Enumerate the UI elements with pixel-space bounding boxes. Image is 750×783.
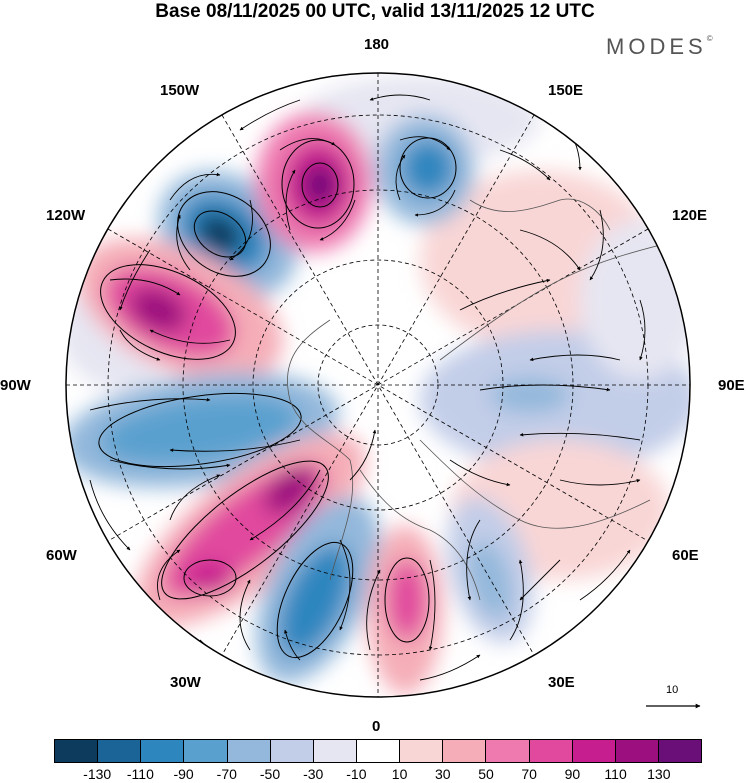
- colorbar-swatch: [658, 740, 702, 762]
- anomaly-field: [66, 73, 690, 697]
- graticule: [66, 73, 690, 697]
- label-90e: 90E: [718, 377, 745, 394]
- contour-lines: [98, 137, 457, 659]
- label-150e: 150E: [548, 82, 584, 99]
- colorbar-swatch: [486, 740, 530, 762]
- colorbar-tick-label: 30: [435, 766, 451, 782]
- colorbar-tick-label: -10: [346, 766, 367, 782]
- colorbar-swatch: [141, 740, 185, 762]
- colorbar-tick-label: 110: [604, 766, 627, 782]
- colorbar-tick-label: -70: [216, 766, 237, 782]
- label-30e: 30E: [548, 674, 575, 691]
- colorbar-swatch: [572, 740, 616, 762]
- colorbar-tick-label: 130: [647, 766, 671, 782]
- colorbar-swatch: [356, 740, 401, 762]
- colorbar: [54, 739, 702, 763]
- label-180: 180: [364, 36, 390, 53]
- label-150w: 150W: [160, 82, 200, 99]
- colorbar-tick-label: 90: [564, 766, 581, 782]
- colorbar-swatch: [270, 740, 314, 762]
- colorbar-tick-label: -30: [303, 766, 324, 782]
- colorbar-swatch: [313, 740, 357, 762]
- colorbar-swatch: [529, 740, 573, 762]
- colorbar-swatch: [443, 740, 487, 762]
- colorbar-tick-label: -130: [83, 766, 112, 782]
- colorbar-tick-label: -110: [126, 766, 154, 782]
- label-120w: 120W: [46, 207, 86, 224]
- colorbar-swatch: [55, 740, 99, 762]
- map-border: [65, 72, 691, 698]
- wind-vectors: [89, 94, 646, 681]
- colorbar-tick-label: -50: [259, 766, 281, 782]
- colorbar-tick-label: 70: [521, 766, 537, 782]
- copyright-mark: ©: [706, 34, 713, 43]
- brand-text: MODES: [606, 34, 707, 59]
- colorbar-swatch: [227, 740, 271, 762]
- colorbar-tick-label: 50: [478, 766, 494, 782]
- colorbar-swatch: [98, 740, 142, 762]
- coastlines: [287, 198, 681, 601]
- colorbar-tick-label: 10: [391, 766, 408, 782]
- label-90w: 90W: [0, 377, 31, 394]
- label-30w: 30W: [170, 674, 201, 691]
- colorbar-swatch: [184, 740, 228, 762]
- map-title: Base 08/11/2025 00 UTC, valid 13/11/2025…: [155, 1, 595, 22]
- modes-logo: MODES©: [606, 34, 713, 60]
- colorbar-tick-label: -90: [173, 766, 194, 782]
- reference-vector-label: 10: [666, 684, 679, 696]
- label-0: 0: [372, 718, 381, 735]
- label-60e: 60E: [672, 547, 699, 564]
- colorbar-swatch: [400, 740, 444, 762]
- label-120e: 120E: [672, 207, 708, 224]
- colorbar-swatch: [615, 740, 659, 762]
- label-60w: 60W: [46, 547, 77, 564]
